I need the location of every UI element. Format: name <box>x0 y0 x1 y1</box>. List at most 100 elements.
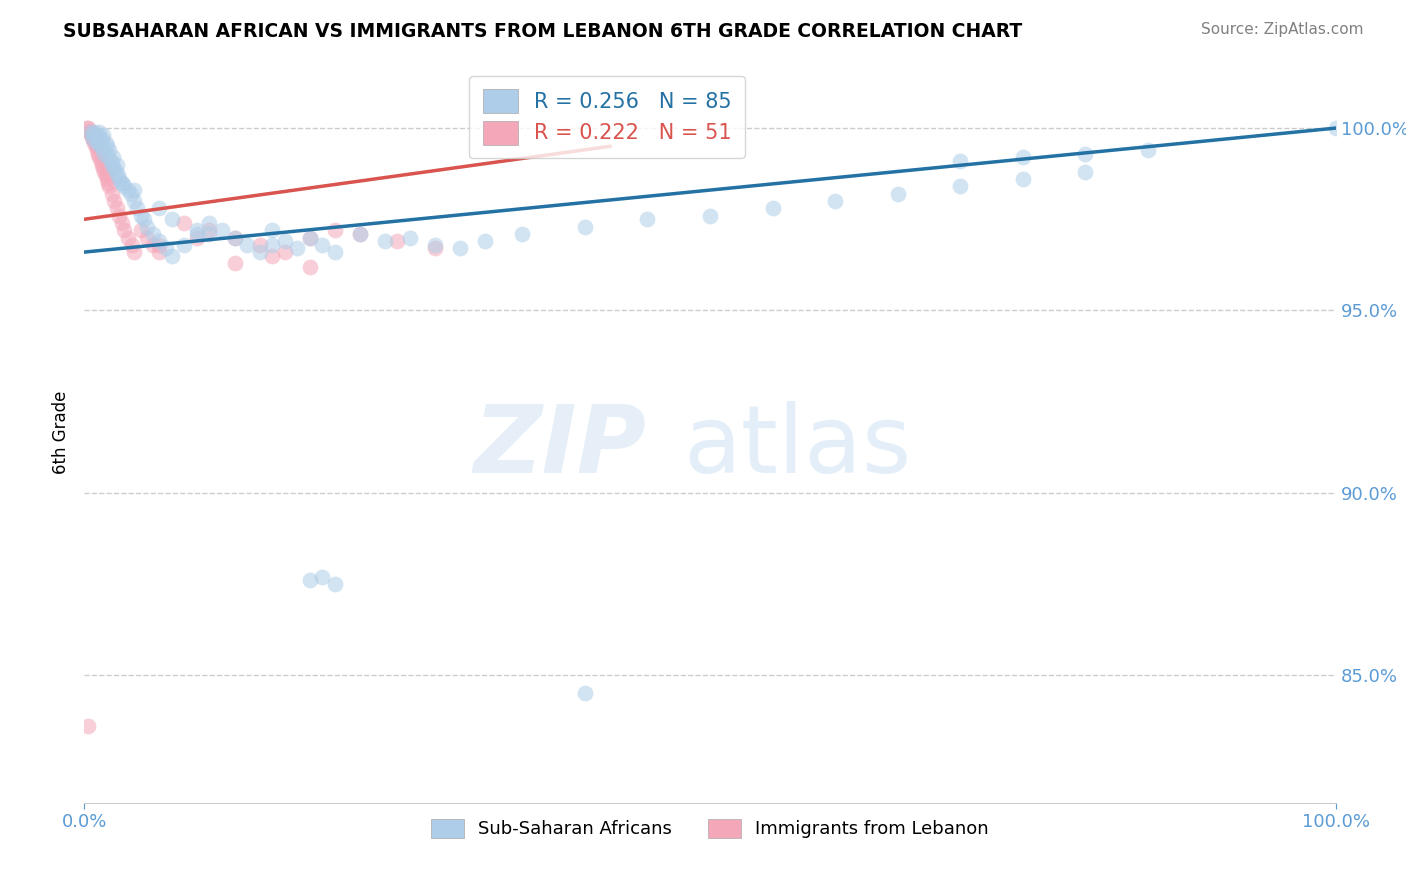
Point <box>129 223 152 237</box>
Point <box>136 230 159 244</box>
Point <box>125 202 148 216</box>
Point <box>80 128 103 143</box>
Point <box>1324 121 1347 136</box>
Point <box>285 242 308 256</box>
Point <box>94 136 117 150</box>
Point <box>249 237 271 252</box>
Point <box>298 230 321 244</box>
Point <box>298 260 321 274</box>
Point <box>1136 143 1159 157</box>
Y-axis label: 6th Grade: 6th Grade <box>52 391 70 475</box>
Point <box>124 183 146 197</box>
Point <box>77 719 100 733</box>
Point <box>103 161 125 176</box>
Point <box>111 176 134 190</box>
Point <box>79 125 101 139</box>
Point <box>173 237 195 252</box>
Point <box>142 227 165 241</box>
Point <box>82 132 104 146</box>
Point <box>90 132 112 146</box>
Point <box>90 153 112 168</box>
Point <box>79 128 101 143</box>
Point <box>108 172 131 186</box>
Point <box>574 686 596 700</box>
Point <box>82 132 104 146</box>
Point <box>83 125 105 139</box>
Point <box>100 153 122 168</box>
Point <box>155 242 177 256</box>
Point <box>89 150 111 164</box>
Point <box>198 216 221 230</box>
Point <box>77 121 100 136</box>
Point <box>120 186 142 201</box>
Point <box>101 186 124 201</box>
Point <box>148 234 170 248</box>
Point <box>224 256 246 270</box>
Point <box>117 230 139 244</box>
Point <box>90 139 112 153</box>
Point <box>79 125 101 139</box>
Point <box>96 172 118 186</box>
Point <box>87 132 110 146</box>
Text: atlas: atlas <box>683 401 911 493</box>
Point <box>104 165 127 179</box>
Point <box>323 223 346 237</box>
Point <box>124 194 146 208</box>
Point <box>80 128 103 143</box>
Point <box>512 227 534 241</box>
Point <box>349 227 371 241</box>
Point <box>87 146 110 161</box>
Point <box>84 128 107 143</box>
Point <box>374 234 396 248</box>
Point <box>298 230 321 244</box>
Point <box>129 209 152 223</box>
Point <box>89 136 111 150</box>
Point <box>84 139 107 153</box>
Point <box>82 132 104 146</box>
Point <box>148 237 170 252</box>
Point <box>91 161 114 176</box>
Point <box>112 179 135 194</box>
Point <box>134 212 156 227</box>
Point <box>186 230 208 244</box>
Point <box>198 223 221 237</box>
Point <box>160 249 183 263</box>
Point <box>93 165 115 179</box>
Point <box>173 216 195 230</box>
Point <box>76 121 98 136</box>
Point <box>91 143 114 157</box>
Point <box>103 194 125 208</box>
Point <box>121 237 143 252</box>
Point <box>949 153 972 168</box>
Point <box>148 202 170 216</box>
Point <box>824 194 846 208</box>
Point <box>1074 146 1097 161</box>
Point <box>98 179 121 194</box>
Point <box>474 234 496 248</box>
Point <box>101 150 124 164</box>
Point <box>111 216 134 230</box>
Point <box>298 574 321 588</box>
Point <box>89 125 111 139</box>
Point <box>637 212 659 227</box>
Point <box>323 245 346 260</box>
Point <box>323 577 346 591</box>
Point <box>108 209 131 223</box>
Point <box>83 136 105 150</box>
Point <box>97 150 120 164</box>
Text: ZIP: ZIP <box>474 401 647 493</box>
Point <box>262 237 284 252</box>
Point <box>249 245 271 260</box>
Point <box>112 223 135 237</box>
Point <box>211 223 233 237</box>
Point <box>136 219 159 234</box>
Point <box>160 212 183 227</box>
Point <box>1074 165 1097 179</box>
Point <box>273 234 295 248</box>
Point <box>423 242 446 256</box>
Point <box>273 245 295 260</box>
Point <box>91 128 114 143</box>
Point <box>262 223 284 237</box>
Point <box>762 202 785 216</box>
Point <box>97 176 120 190</box>
